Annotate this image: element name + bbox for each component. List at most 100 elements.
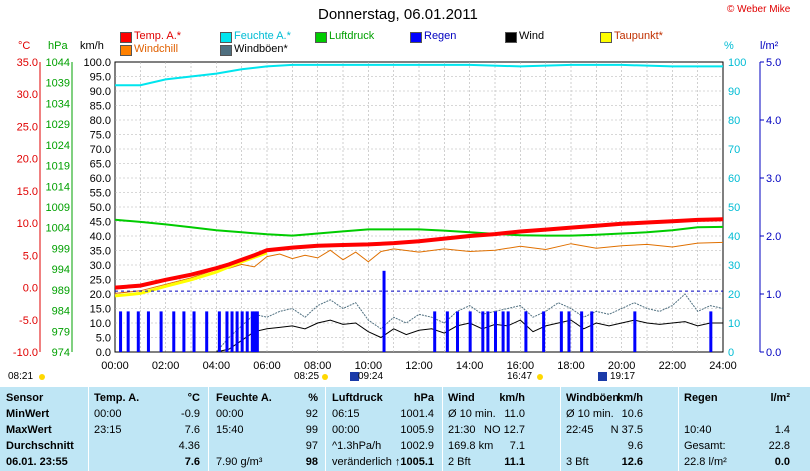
table-divider [208, 387, 209, 471]
table-cell: 22.8 [768, 440, 790, 452]
chart-axes: 35.0 30.0 25.0 20.0 15.0 10.0 5.0 0.0 -5.0 -10.0 1… [13, 57, 781, 372]
legend-label: Temp. A.* [134, 30, 182, 42]
legend-label: Windchill [134, 43, 179, 55]
rain-bar [559, 311, 563, 352]
rain-tick-label: 5.0 [766, 57, 781, 69]
rain-bar [182, 311, 186, 352]
pressure-tick-label: 1009 [46, 202, 70, 214]
x-tick-label: 02:00 [152, 360, 180, 372]
time-moonset: 08:21 [8, 371, 34, 382]
humidity-tick-label: 80 [728, 115, 740, 127]
pressure-tick-label: 989 [52, 285, 70, 297]
time-sunrise: 08:25 [294, 371, 320, 382]
table-cell: 11.1 [504, 456, 525, 468]
legend-label: Windböen* [234, 43, 288, 55]
table-cell: 22.8 l/m² [684, 456, 727, 468]
table-header-cell: l/m² [770, 392, 790, 404]
rain-bar [136, 311, 140, 352]
temp-tick-label: 20.0 [17, 154, 38, 166]
wind-tick-label: 10.0 [90, 318, 111, 330]
time-moonrise: 09:24 [358, 371, 384, 382]
table-cell: Ø 10 min. [566, 408, 614, 420]
wind-tick-label: 60.0 [90, 173, 111, 185]
table-divider [442, 387, 443, 471]
rain-bar [159, 311, 163, 352]
table-cell: 0.0 [774, 456, 790, 468]
humidity-tick-label: 40 [728, 231, 740, 243]
pressure-tick-label: 1004 [46, 223, 70, 235]
table-cell: 11.0 [504, 408, 525, 420]
wind-tick-label: 90.0 [90, 86, 111, 98]
rain-bar [524, 311, 528, 352]
pressure-tick-label: 1044 [46, 57, 70, 69]
rain-bar [192, 311, 196, 352]
x-tick-label: 16:00 [507, 360, 535, 372]
table-cell: 06.01. 23:55 [6, 456, 68, 468]
rain-bar [456, 311, 459, 352]
table-cell: 92 [305, 408, 318, 420]
wind-tick-label: 35.0 [90, 246, 111, 258]
table-cell: 1.4 [774, 424, 790, 436]
pressure-tick-label: 984 [52, 306, 70, 318]
moon-icon [598, 372, 607, 381]
table-header-cell: Temp. A. [94, 392, 140, 404]
x-tick-label: 20:00 [608, 360, 636, 372]
legend-swatch [315, 32, 327, 43]
temp-tick-label: 5.0 [23, 250, 38, 262]
table-cell: 1005.9 [400, 424, 434, 436]
temp-tick-label: 25.0 [17, 121, 38, 133]
wind-tick-label: 50.0 [90, 202, 111, 214]
rain-bar [567, 311, 571, 352]
humidity-tick-label: 10 [728, 318, 740, 330]
rain-bar [501, 311, 505, 352]
rain-bar [253, 311, 257, 352]
table-cell: 98 [305, 456, 318, 468]
rain-bar [709, 311, 713, 352]
rain-bar [506, 311, 510, 352]
legend-label: Luftdruck [329, 30, 375, 42]
table-header-cell: Feuchte A. [216, 392, 272, 404]
rain-bar [433, 311, 437, 352]
time-sunset: 16:47 [507, 371, 533, 382]
table-cell: 7.90 g/m³ [216, 456, 263, 468]
table-cell: 10:40 [684, 424, 712, 436]
unit-wind: km/h [80, 40, 104, 52]
table-header-cell: Regen [684, 392, 718, 404]
temp-tick-label: 30.0 [17, 89, 38, 101]
chart-canvas: 35.0 30.0 25.0 20.0 15.0 10.0 5.0 0.0 -5.0 -10.0 1… [13, 57, 781, 381]
table-cell: MinWert [6, 408, 50, 420]
table-cell: ^1.3hPa/h [332, 440, 382, 452]
legend-label: Feuchte A.* [234, 30, 291, 42]
legend-swatch [505, 32, 517, 43]
table-cell: N 37.5 [610, 424, 643, 436]
rain-bar [235, 311, 239, 352]
table-cell: 4.36 [178, 440, 200, 452]
table-cell: 3 Bft [566, 456, 589, 468]
table-header-cell: Windböen [566, 392, 620, 404]
table-cell: 97 [305, 440, 318, 452]
legend-swatch [220, 45, 232, 56]
temp-tick-label: -10.0 [13, 347, 38, 359]
table-header-cell: Sensor [6, 392, 44, 404]
table-divider [560, 387, 561, 471]
pressure-tick-label: 1024 [46, 140, 70, 152]
humidity-tick-label: 30 [728, 260, 740, 272]
unit-humidity: % [724, 40, 734, 52]
wind-tick-label: 15.0 [90, 304, 111, 316]
table-cell: 00:00 [216, 408, 244, 420]
table-cell: Ø 10 min. [448, 408, 496, 420]
wind-tick-label: 95.0 [90, 72, 111, 84]
pressure-tick-label: 979 [52, 326, 70, 338]
table-cell: 00:00 [94, 408, 122, 420]
table-cell: 7.6 [184, 456, 200, 468]
table-header-cell: °C [187, 392, 200, 404]
pressure-tick-label: 1019 [46, 161, 70, 173]
wind-tick-label: 25.0 [90, 275, 111, 287]
table-cell: -0.9 [181, 408, 200, 420]
table-cell: 15:40 [216, 424, 244, 436]
table-divider [88, 387, 89, 471]
table-cell: ↑1005.1 [394, 456, 434, 468]
chart-grid [114, 61, 724, 353]
rain-bar [542, 311, 546, 352]
